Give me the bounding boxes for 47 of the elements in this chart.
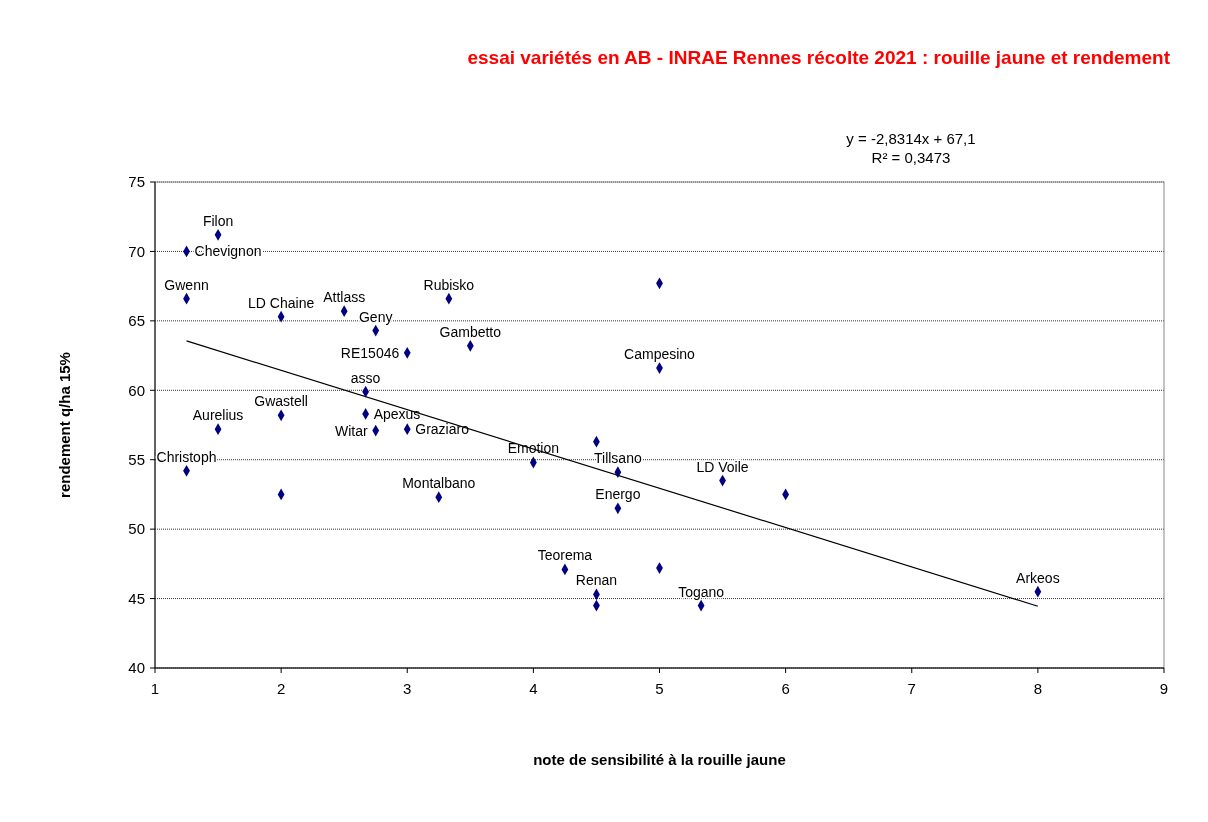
annotation: Arkeos	[1016, 569, 1060, 586]
y-tick-label: 65	[128, 312, 145, 330]
annotation: Attlass	[323, 289, 366, 306]
annotation: Teorema	[537, 547, 593, 564]
annotation: Christoph	[156, 448, 217, 465]
annotation: Gwastell	[254, 393, 308, 410]
x-tick-label: 8	[1033, 680, 1043, 697]
annotation: Filon	[202, 212, 234, 229]
annotation: Chevignon	[194, 243, 262, 260]
annotation: Graziaro	[415, 421, 470, 438]
chart-title: essai variétés en AB - INRAE Rennes récolte 2021 : rouille jaune et rendement	[467, 47, 1171, 68]
x-tick-label: 2	[276, 680, 286, 697]
annotation: Aurelius	[192, 407, 244, 424]
x-tick-label: 1	[150, 680, 160, 697]
x-tick-label: 7	[907, 680, 916, 697]
annotation: Tillsano	[594, 450, 642, 467]
y-tick-label: 50	[128, 520, 145, 538]
annotation: Gambetto	[439, 323, 502, 340]
y-tick-label: 45	[128, 589, 145, 607]
annotation: Energo	[595, 486, 641, 503]
annotation: Renan	[575, 572, 618, 589]
annotation: Gwenn	[164, 276, 209, 293]
annotation: Togano	[678, 583, 725, 600]
annotation: Geny	[358, 308, 393, 325]
annotation: RE15046	[340, 344, 400, 361]
annotation: Rubisko	[423, 276, 475, 293]
y-tick-label: 55	[128, 450, 145, 468]
x-tick-label: 9	[1159, 680, 1169, 697]
x-axis-title: note de sensibilité à la rouille jaune	[533, 751, 786, 768]
y-tick-label: 60	[128, 381, 145, 399]
annotation: Witar	[335, 422, 369, 439]
annotation: asso	[350, 369, 381, 386]
text: y = -2,8314x + 67,1	[846, 130, 976, 147]
text: R² = 0,3473	[871, 149, 951, 166]
annotation: Apexus	[373, 405, 421, 422]
x-tick-label: 4	[529, 680, 538, 697]
annotation: LD Voile	[696, 458, 749, 475]
annotation: LD Chaine	[248, 294, 315, 311]
y-tick-label: 75	[128, 173, 145, 191]
y-tick-label: 40	[128, 659, 145, 677]
y-tick-label: 70	[128, 242, 145, 260]
x-tick-label: 6	[781, 680, 790, 697]
annotation: Montalbano	[402, 475, 476, 492]
x-tick-label: 5	[655, 680, 664, 697]
x-tick-label: 3	[403, 680, 412, 697]
annotation: Campesino	[624, 346, 696, 363]
y-axis-title: rendement q/ha 15%	[56, 352, 73, 498]
